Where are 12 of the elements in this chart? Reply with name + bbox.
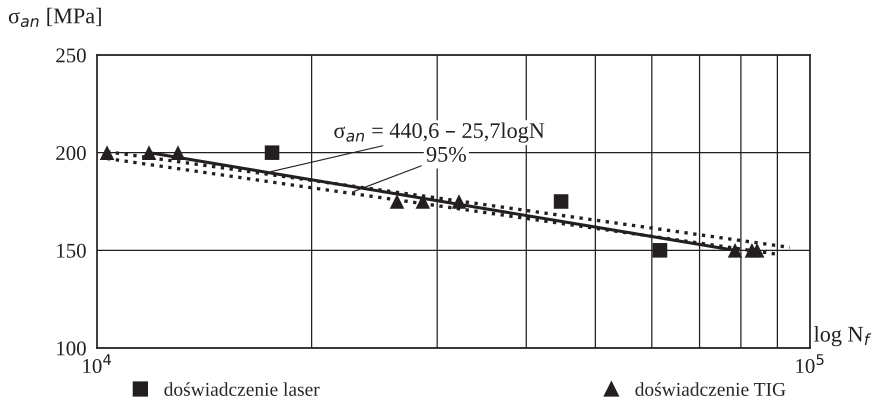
y-tick-label: 200	[56, 146, 86, 160]
annotation: 95%	[426, 146, 466, 162]
y-axis-title: σ$_{an}$ [MPa]	[8, 8, 101, 28]
legend-label: doświadczenie laser	[164, 382, 320, 396]
x-axis-title: log N$_{f}$	[814, 326, 872, 346]
legend-label: doświadczenie TIG	[635, 382, 786, 396]
annotation: σ$_{an}$ = 440,6 – 25,7logN	[334, 122, 544, 143]
x-tick-label: 10$^{4}$	[83, 354, 111, 373]
x-tick-label: 10$^{5}$	[796, 354, 824, 373]
y-tick-label: 250	[56, 48, 86, 62]
y-tick-label: 100	[57, 341, 86, 356]
y-tick-label: 150	[57, 244, 86, 258]
